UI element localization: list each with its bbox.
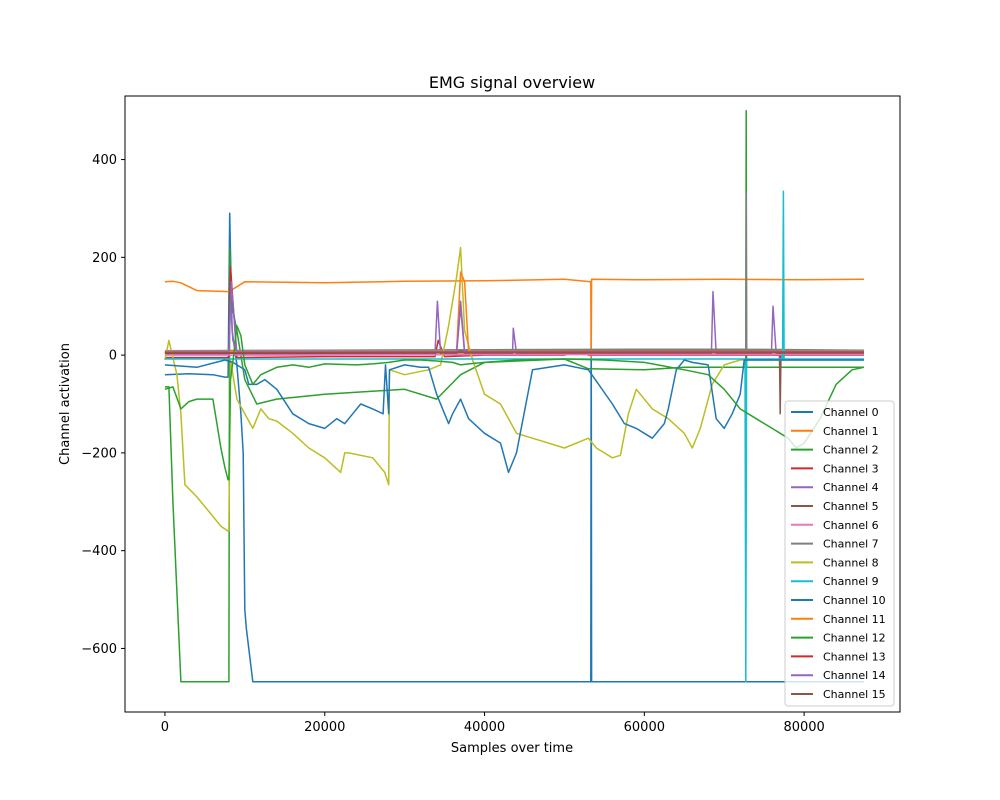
x-tick-label: 20000	[304, 720, 345, 735]
x-tick-label: 40000	[464, 720, 505, 735]
series-line-channel-0	[164, 212, 864, 683]
y-tick-label: 400	[92, 153, 117, 168]
legend-label-channel-11: Channel 11	[823, 613, 886, 626]
y-tick-label: −200	[81, 446, 117, 461]
series-line-channel-10	[164, 359, 864, 474]
x-tick-label: 60000	[624, 720, 665, 735]
legend-label-channel-13: Channel 13	[823, 650, 886, 663]
series-line-channel-8	[164, 246, 864, 532]
legend-label-channel-10: Channel 10	[823, 594, 886, 607]
legend-label-channel-2: Channel 2	[823, 444, 879, 457]
legend-label-channel-4: Channel 4	[823, 481, 879, 494]
legend-label-channel-9: Channel 9	[823, 575, 879, 588]
y-tick-label: −400	[81, 544, 117, 559]
legend-label-channel-8: Channel 8	[823, 556, 879, 569]
legend-label-channel-1: Channel 1	[823, 425, 879, 438]
plot-frame	[124, 95, 901, 713]
x-axis-ticks: 0 20000 40000 60000 80000	[161, 712, 825, 735]
series-line-channel-15	[164, 351, 864, 354]
legend-label-channel-7: Channel 7	[823, 538, 879, 551]
legend-label-channel-15: Channel 15	[823, 688, 886, 701]
legend-label-channel-12: Channel 12	[823, 632, 886, 645]
series-line-channel-7	[164, 193, 865, 352]
y-tick-label: 200	[92, 251, 117, 266]
legend-label-channel-6: Channel 6	[823, 519, 879, 532]
legend: Channel 0 Channel 1 Channel 2 Channel 3 Chan…	[784, 400, 895, 707]
legend-label-channel-14: Channel 14	[823, 669, 886, 682]
chart-title: EMG signal overview	[429, 73, 595, 92]
y-tick-label: −600	[81, 642, 117, 657]
x-tick-label: 0	[161, 720, 169, 735]
series-line-channel-1	[164, 278, 865, 359]
y-axis-label: Channel activation	[58, 343, 73, 465]
legend-label-channel-3: Channel 3	[823, 462, 879, 475]
y-axis-ticks: −600 −400 −200 0 200 400	[81, 153, 125, 657]
legend-label-channel-5: Channel 5	[823, 500, 879, 513]
x-tick-label: 80000	[783, 720, 824, 735]
legend-label-channel-0: Channel 0	[823, 406, 879, 419]
series-layer	[164, 109, 865, 683]
legend-box	[784, 400, 895, 707]
series-line-channel-12	[164, 325, 865, 481]
x-axis-label: Samples over time	[451, 741, 573, 756]
series-line-channel-6	[164, 353, 864, 356]
series-line-channel-9	[164, 190, 864, 683]
y-tick-label: 0	[109, 349, 117, 364]
